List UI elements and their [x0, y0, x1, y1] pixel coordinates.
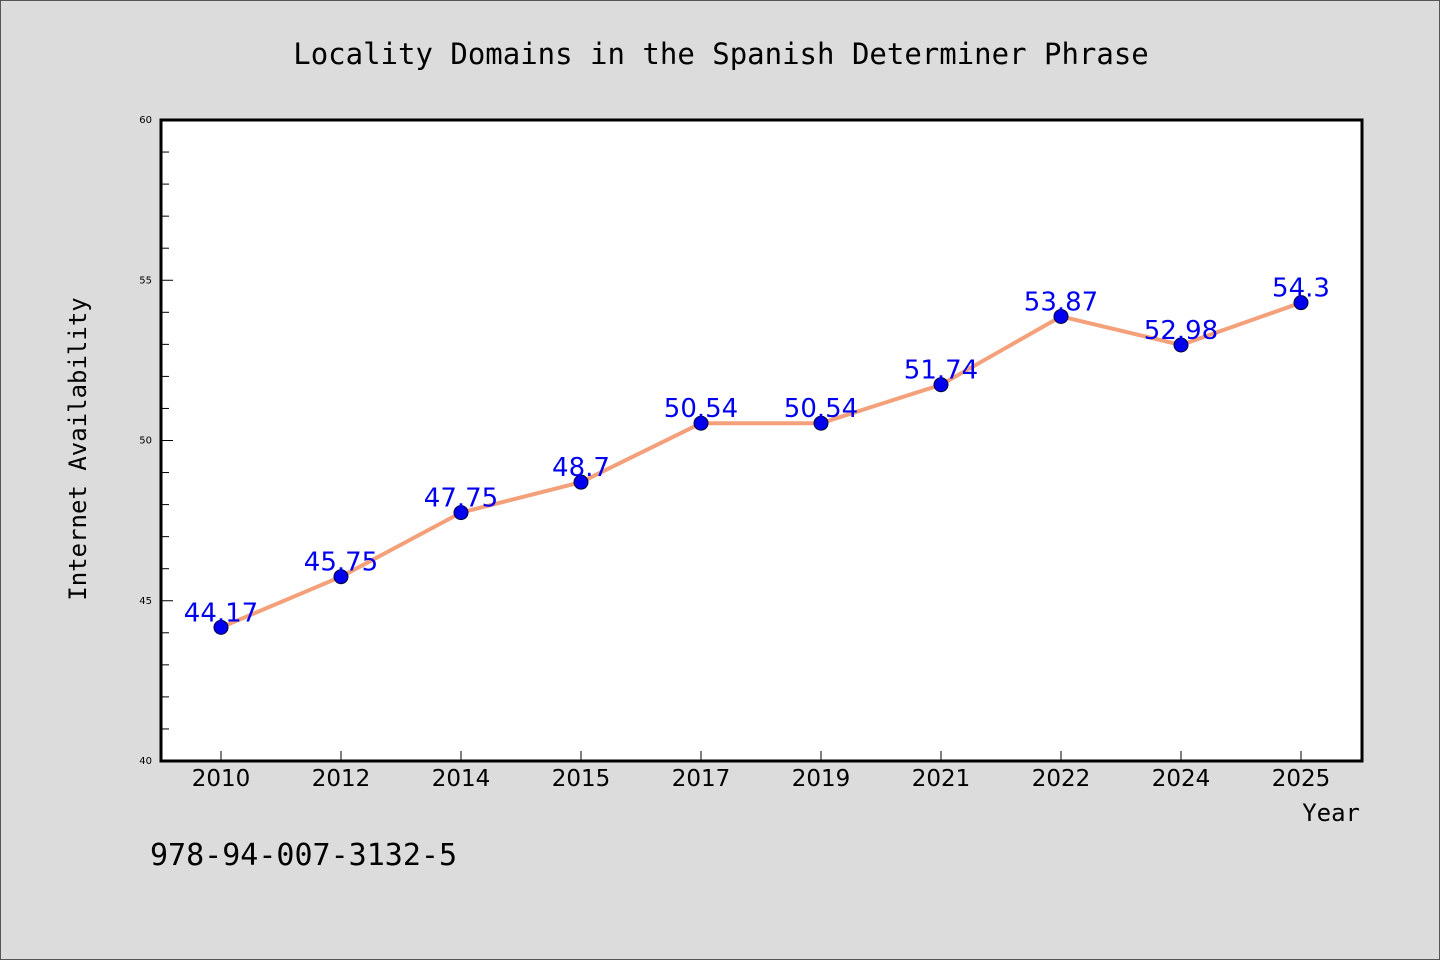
y-tick-label: 55 — [139, 275, 152, 286]
x-tick-label: 2019 — [792, 766, 851, 792]
x-tick-label: 2010 — [192, 766, 251, 792]
x-axis: 2010 2012 2014 2015 2017 2019 2021 2022 2024 2025 — [192, 751, 1331, 792]
x-tick-label: 2021 — [912, 766, 971, 792]
data-label: 51.74 — [904, 356, 978, 386]
y-tick-label: 45 — [139, 596, 152, 607]
y-axis-label: Internet Availability — [64, 297, 92, 600]
data-label: 54.3 — [1272, 274, 1330, 304]
data-label: 48.7 — [552, 453, 610, 483]
x-tick-label: 2012 — [312, 766, 371, 792]
data-point — [693, 415, 709, 431]
data-labels: 44.17 45.75 47.75 48.7 50.54 50.54 51.74 53.87 5… — [184, 274, 1330, 629]
data-label: 44.17 — [184, 598, 258, 628]
data-label: 50.54 — [784, 394, 858, 424]
data-point — [213, 619, 229, 635]
data-label: 50.54 — [664, 394, 738, 424]
series-line — [220, 300, 1302, 630]
x-tick-label: 2025 — [1272, 766, 1331, 792]
data-point — [933, 377, 949, 393]
data-point — [1053, 308, 1069, 324]
plot-area — [159, 118, 1364, 763]
data-points — [213, 295, 1309, 635]
data-label: 47.75 — [424, 484, 498, 514]
y-tick-label: 40 — [139, 756, 152, 767]
data-point — [573, 474, 589, 490]
y-tick-label: 50 — [139, 436, 152, 447]
y-tick-label: 60 — [139, 115, 152, 126]
series-line-group — [220, 300, 1302, 630]
data-label: 52.98 — [1144, 316, 1218, 346]
x-tick-label: 2024 — [1152, 766, 1211, 792]
data-label: 45.75 — [304, 548, 378, 578]
x-tick-label: 2014 — [432, 766, 491, 792]
x-tick-label: 2022 — [1032, 766, 1091, 792]
x-tick-label: 2015 — [552, 766, 611, 792]
data-point — [333, 569, 349, 585]
x-axis-label: Year — [1302, 799, 1360, 827]
data-point — [1293, 295, 1309, 311]
data-point — [453, 505, 469, 521]
chart-title: Locality Domains in the Spanish Determin… — [293, 37, 1149, 71]
isbn-label: 978-94-007-3132-5 — [150, 838, 457, 873]
data-point — [1173, 337, 1189, 353]
data-point — [813, 415, 829, 431]
y-axis: 40 45 50 55 60 — [139, 115, 173, 767]
x-tick-label: 2017 — [672, 766, 731, 792]
data-label: 53.87 — [1024, 287, 1098, 317]
